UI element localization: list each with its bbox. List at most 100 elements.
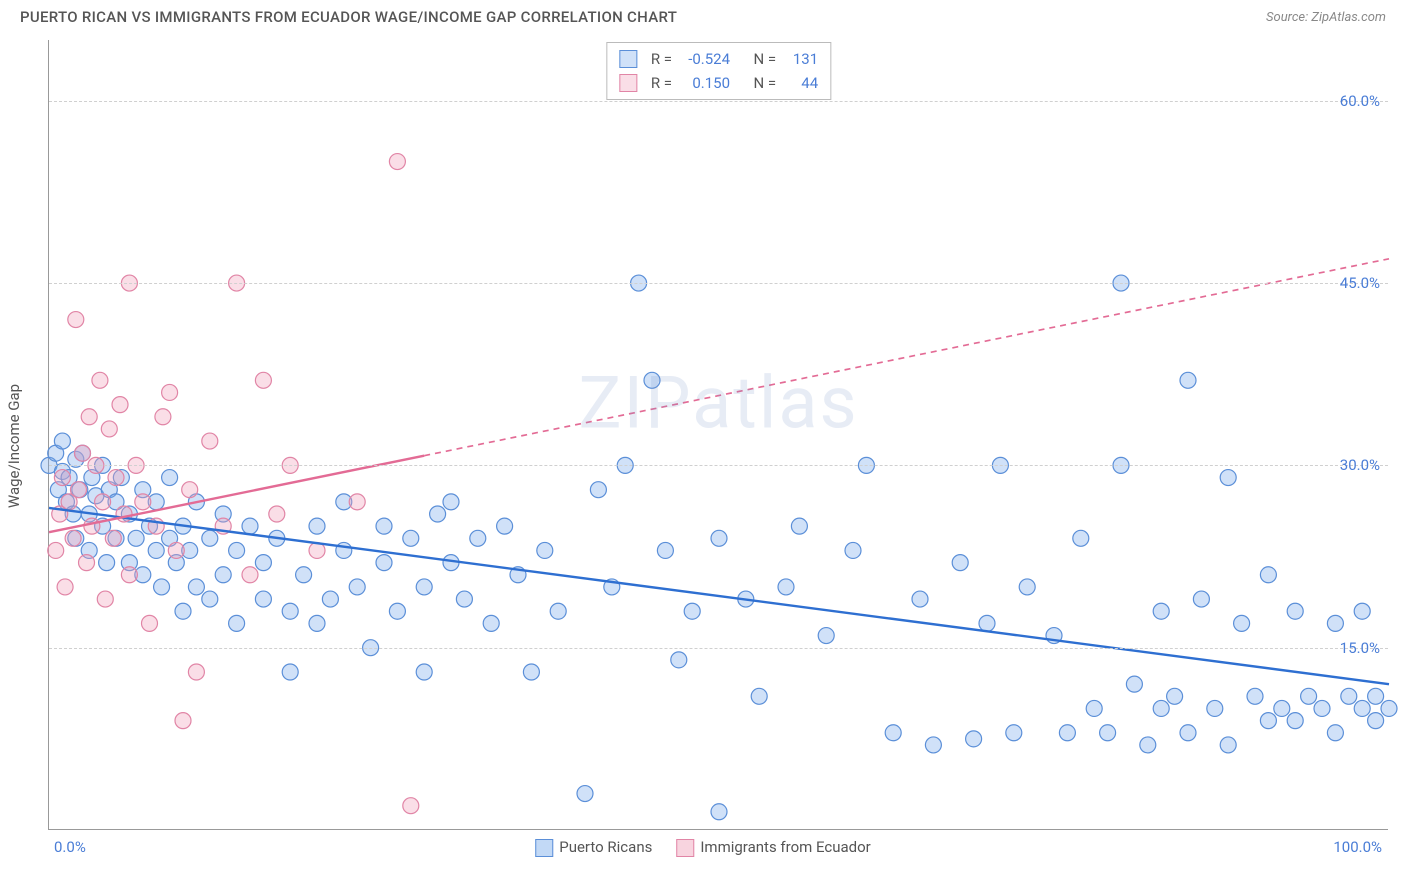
y-tick-label: 30.0%	[1340, 456, 1380, 474]
data-point-puerto_ricans	[1301, 688, 1317, 704]
data-point-puerto_ricans	[1354, 700, 1370, 716]
data-point-puerto_ricans	[711, 530, 727, 546]
data-point-puerto_ricans	[1126, 676, 1142, 692]
data-point-puerto_ricans	[416, 579, 432, 595]
data-point-puerto_ricans	[1019, 579, 1035, 595]
data-point-ecuador	[79, 555, 95, 571]
data-point-puerto_ricans	[550, 603, 566, 619]
data-point-puerto_ricans	[523, 664, 539, 680]
x-tick-min: 0.0%	[54, 838, 86, 856]
data-point-puerto_ricans	[202, 530, 218, 546]
data-point-puerto_ricans	[671, 652, 687, 668]
data-point-puerto_ricans	[296, 567, 312, 583]
data-point-ecuador	[142, 615, 158, 631]
data-point-ecuador	[57, 579, 73, 595]
data-point-puerto_ricans	[255, 555, 271, 571]
data-point-puerto_ricans	[925, 737, 941, 753]
stats-legend-box: R =-0.524 N =131R =0.150 N =44	[606, 42, 831, 100]
data-point-ecuador	[108, 470, 124, 486]
stat-n-label: N =	[754, 71, 777, 95]
data-point-puerto_ricans	[684, 603, 700, 619]
data-point-ecuador	[188, 664, 204, 680]
data-point-puerto_ricans	[202, 591, 218, 607]
gridline	[49, 283, 1388, 284]
data-point-puerto_ricans	[128, 530, 144, 546]
y-tick-label: 45.0%	[1340, 274, 1380, 292]
data-point-puerto_ricans	[376, 555, 392, 571]
stat-r-value: 0.150	[680, 71, 730, 95]
data-point-puerto_ricans	[1100, 725, 1116, 741]
data-point-ecuador	[97, 591, 113, 607]
data-point-puerto_ricans	[1341, 688, 1357, 704]
data-point-puerto_ricans	[403, 530, 419, 546]
data-point-puerto_ricans	[99, 555, 115, 571]
data-point-ecuador	[162, 384, 178, 400]
data-point-ecuador	[75, 445, 91, 461]
data-point-puerto_ricans	[966, 731, 982, 747]
chart-title: PUERTO RICAN VS IMMIGRANTS FROM ECUADOR …	[20, 8, 677, 26]
y-axis-title: Wage/Income Gap	[5, 384, 23, 508]
data-point-ecuador	[68, 312, 84, 328]
data-point-ecuador	[81, 409, 97, 425]
data-point-ecuador	[121, 567, 137, 583]
data-point-ecuador	[135, 494, 151, 510]
gridline	[49, 648, 1388, 649]
trendline-ext-ecuador	[424, 259, 1389, 456]
data-point-puerto_ricans	[1234, 615, 1250, 631]
data-point-puerto_ricans	[1220, 737, 1236, 753]
data-point-puerto_ricans	[456, 591, 472, 607]
data-point-puerto_ricans	[1073, 530, 1089, 546]
data-point-ecuador	[105, 530, 121, 546]
data-point-ecuador	[242, 567, 258, 583]
data-point-puerto_ricans	[229, 615, 245, 631]
data-point-puerto_ricans	[644, 372, 660, 388]
data-point-puerto_ricans	[470, 530, 486, 546]
swatch-icon	[535, 839, 553, 857]
data-point-ecuador	[403, 798, 419, 814]
data-point-puerto_ricans	[1180, 725, 1196, 741]
data-point-puerto_ricans	[778, 579, 794, 595]
data-point-puerto_ricans	[376, 518, 392, 534]
data-point-puerto_ricans	[1207, 700, 1223, 716]
data-point-puerto_ricans	[537, 542, 553, 558]
swatch-icon	[676, 839, 694, 857]
data-point-puerto_ricans	[1153, 700, 1169, 716]
data-point-ecuador	[54, 470, 70, 486]
swatch-icon	[619, 50, 637, 68]
data-point-puerto_ricans	[416, 664, 432, 680]
stat-n-value: 131	[784, 47, 818, 71]
data-point-puerto_ricans	[1274, 700, 1290, 716]
data-point-puerto_ricans	[309, 518, 325, 534]
data-point-puerto_ricans	[54, 433, 70, 449]
data-point-puerto_ricans	[845, 542, 861, 558]
data-point-puerto_ricans	[389, 603, 405, 619]
data-point-puerto_ricans	[1006, 725, 1022, 741]
chart-svg	[49, 40, 1388, 829]
source-attribution: Source: ZipAtlas.com	[1266, 10, 1386, 25]
data-point-puerto_ricans	[1368, 688, 1384, 704]
data-point-puerto_ricans	[1327, 615, 1343, 631]
stat-n-value: 44	[784, 71, 818, 95]
data-point-puerto_ricans	[952, 555, 968, 571]
data-point-puerto_ricans	[657, 542, 673, 558]
data-point-puerto_ricans	[430, 506, 446, 522]
data-point-puerto_ricans	[912, 591, 928, 607]
data-point-puerto_ricans	[751, 688, 767, 704]
data-point-puerto_ricans	[349, 579, 365, 595]
data-point-puerto_ricans	[242, 518, 258, 534]
data-point-puerto_ricans	[322, 591, 338, 607]
legend-item: Puerto Ricans	[535, 838, 652, 857]
data-point-puerto_ricans	[1167, 688, 1183, 704]
data-point-puerto_ricans	[711, 804, 727, 820]
data-point-ecuador	[65, 530, 81, 546]
y-tick-label: 60.0%	[1340, 92, 1380, 110]
data-point-puerto_ricans	[309, 615, 325, 631]
data-point-puerto_ricans	[1220, 470, 1236, 486]
data-point-puerto_ricans	[791, 518, 807, 534]
data-point-ecuador	[95, 494, 111, 510]
data-point-puerto_ricans	[1260, 567, 1276, 583]
data-point-puerto_ricans	[483, 615, 499, 631]
data-point-puerto_ricans	[1260, 713, 1276, 729]
data-point-puerto_ricans	[443, 494, 459, 510]
data-point-ecuador	[48, 542, 64, 558]
